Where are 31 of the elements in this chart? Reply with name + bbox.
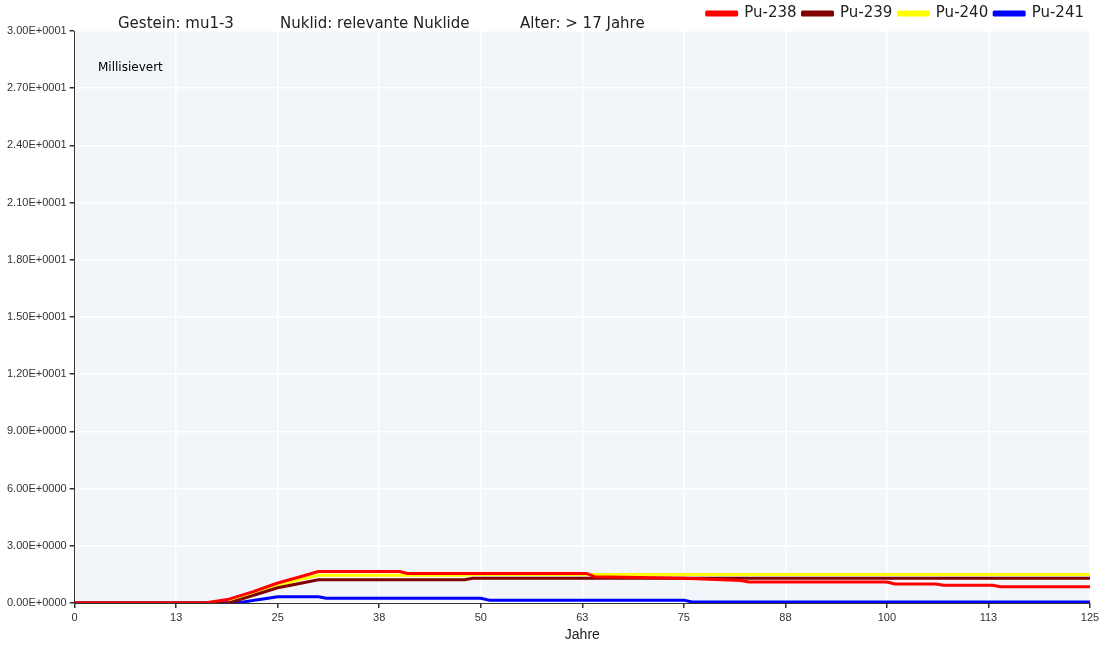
legend-label: Pu-239 [840, 3, 893, 22]
y-tick-label: 6.00E+0000 [7, 481, 67, 494]
y-axis-title: Millisievert [98, 60, 163, 74]
y-tick-label: 9.00E+0000 [7, 424, 67, 437]
legend-label: Pu-241 [1031, 3, 1085, 22]
legend-label: Pu-238 [744, 3, 797, 22]
x-axis-title: Jahre [564, 626, 601, 643]
x-tick-label: 125 [1080, 610, 1100, 623]
y-tick-label: 1.80E+0001 [7, 252, 67, 265]
x-tick-label: 113 [979, 610, 998, 623]
annotation: Alter: > 17 Jahre [520, 14, 645, 32]
x-tick-label: 75 [677, 610, 690, 623]
x-tick-label: 38 [373, 610, 386, 623]
y-tick-label: 2.10E+0001 [7, 195, 67, 208]
x-tick-label: 13 [170, 610, 183, 623]
y-tick-label: 0.00E+0000 [7, 596, 67, 609]
y-tick-label: 2.40E+0001 [7, 138, 67, 151]
x-tick-label: 0 [71, 610, 78, 623]
y-tick-label: 1.20E+0001 [7, 367, 67, 380]
x-tick-label: 63 [576, 610, 589, 623]
x-tick-label: 25 [271, 610, 284, 623]
y-tick-label: 3.00E+0001 [7, 24, 67, 37]
chart-subtitle: Nuklid: relevante Nuklide [280, 14, 470, 32]
x-tick-label: 100 [877, 610, 897, 623]
chart-title: Gestein: mu1-3 [118, 14, 234, 32]
y-tick-label: 1.50E+0001 [7, 310, 67, 323]
y-tick-label: 3.00E+0000 [7, 538, 67, 551]
legend-label: Pu-240 [935, 3, 989, 22]
x-tick-label: 88 [779, 610, 792, 623]
y-tick-label: 2.70E+0001 [7, 81, 67, 94]
x-tick-label: 50 [474, 610, 487, 623]
